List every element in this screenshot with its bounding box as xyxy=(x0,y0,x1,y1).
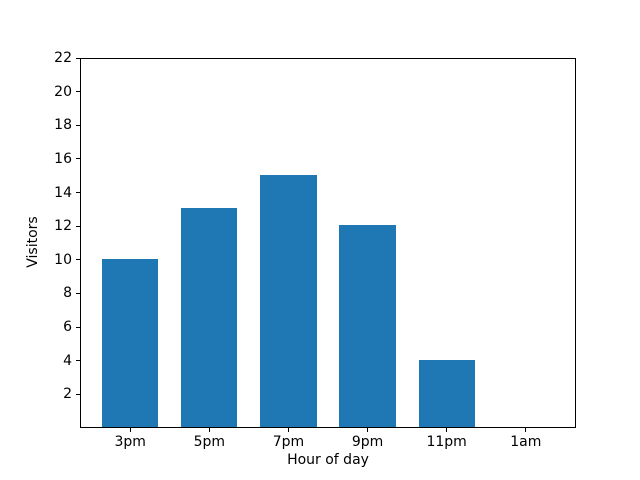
x-tick-mark xyxy=(367,428,369,432)
plot-area xyxy=(80,58,576,428)
y-tick-label: 10 xyxy=(54,251,72,268)
bar-7pm xyxy=(260,174,317,427)
y-tick-label: 18 xyxy=(54,117,72,134)
y-tick-mark xyxy=(76,225,80,227)
bar-11pm xyxy=(418,359,475,427)
y-tick-label: 20 xyxy=(54,83,72,100)
y-tick-mark xyxy=(76,360,80,362)
x-tick-label: 1am xyxy=(510,434,542,450)
x-tick-mark xyxy=(525,428,527,432)
y-axis-label: Visitors xyxy=(25,216,41,268)
x-tick-label: 11pm xyxy=(426,434,467,450)
x-axis-label: Hour of day xyxy=(287,452,369,468)
x-tick-label: 3pm xyxy=(114,434,146,450)
x-tick-label: 5pm xyxy=(193,434,226,450)
y-tick-label: 12 xyxy=(54,218,72,235)
y-tick-mark xyxy=(76,91,80,93)
y-tick-mark xyxy=(76,192,80,194)
x-tick-mark xyxy=(446,428,448,432)
bar-3pm xyxy=(102,258,159,427)
x-tick-label: 7pm xyxy=(272,434,305,450)
x-tick-mark xyxy=(287,428,289,432)
y-tick-mark xyxy=(76,124,80,126)
x-tick-mark xyxy=(208,428,210,432)
y-tick-mark xyxy=(76,259,80,261)
y-tick-mark xyxy=(76,393,80,395)
x-tick-mark xyxy=(129,428,131,432)
bar-9pm xyxy=(339,225,396,427)
y-tick-mark xyxy=(76,292,80,294)
y-tick-label: 4 xyxy=(63,352,72,369)
y-tick-label: 6 xyxy=(63,319,72,336)
y-tick-mark xyxy=(76,326,80,328)
bar-5pm xyxy=(181,208,238,427)
y-tick-label: 2 xyxy=(63,386,72,403)
y-tick-label: 16 xyxy=(54,150,72,167)
y-tick-label: 14 xyxy=(54,184,72,201)
x-tick-label: 9pm xyxy=(351,434,384,450)
y-tick-mark xyxy=(76,158,80,160)
y-tick-label: 22 xyxy=(54,50,72,66)
y-tick-label: 8 xyxy=(63,285,72,302)
y-tick-mark xyxy=(76,57,80,59)
